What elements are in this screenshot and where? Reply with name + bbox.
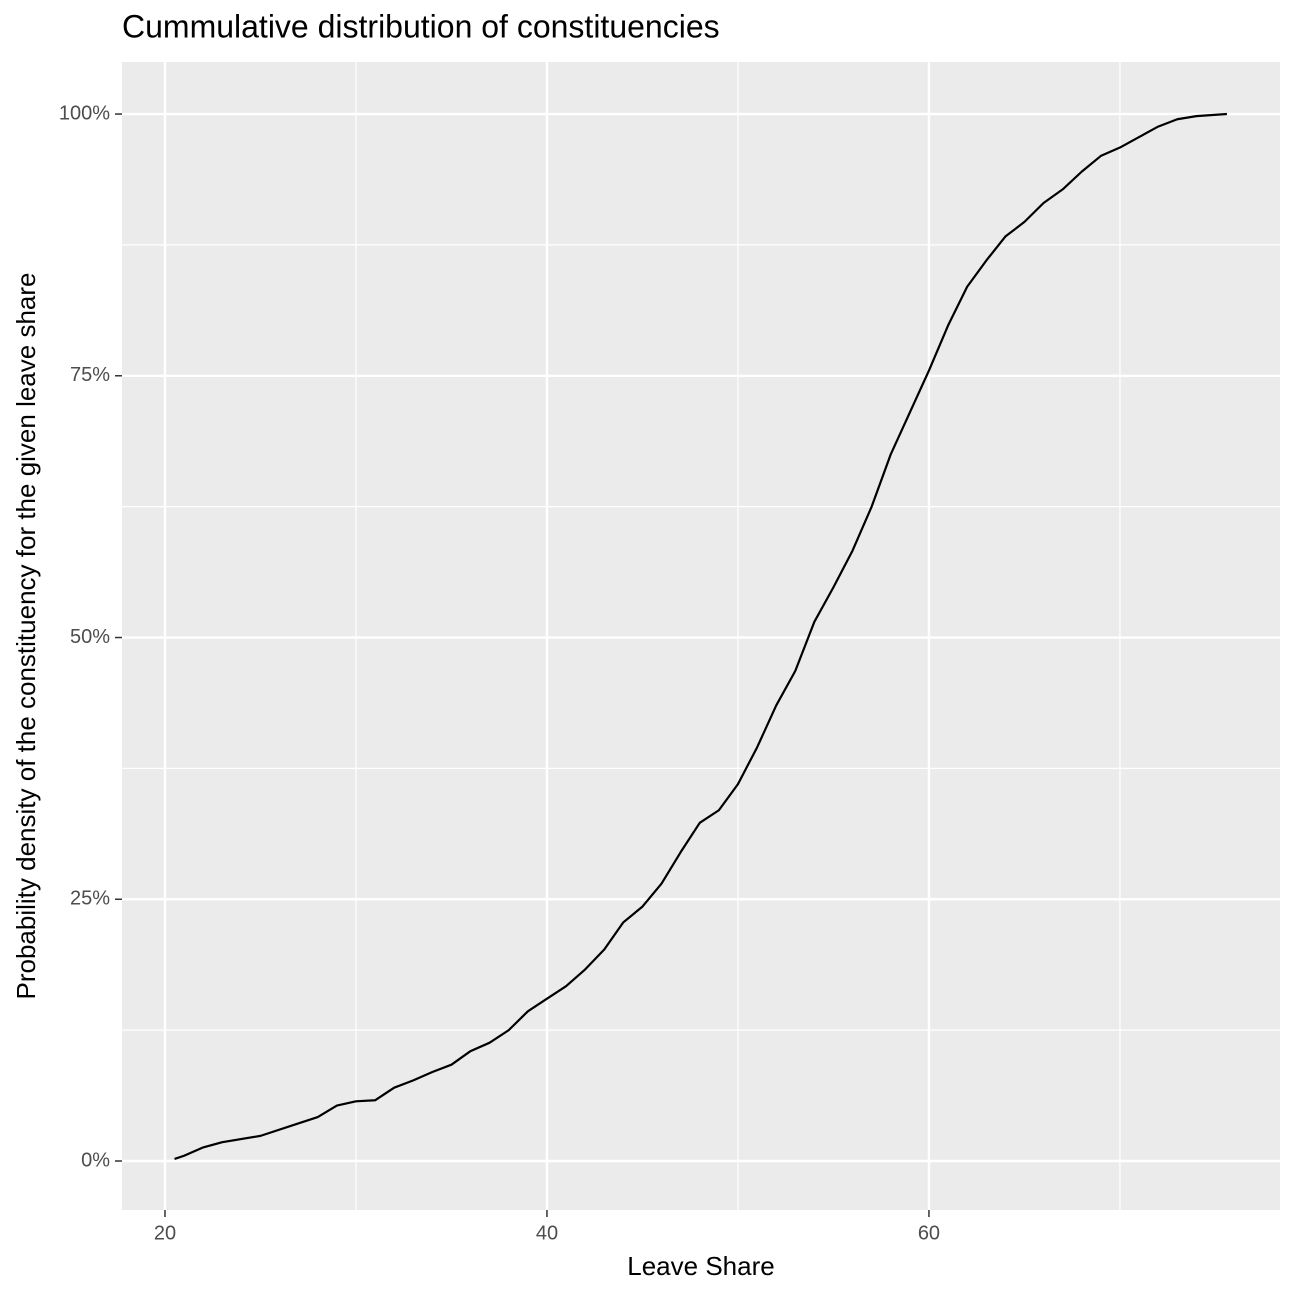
panel — [122, 62, 1280, 1210]
x-axis-title: Leave Share — [627, 1251, 774, 1281]
x-tick-label: 20 — [154, 1222, 176, 1244]
y-tick-label: 0% — [81, 1149, 110, 1171]
ecdf-line — [174, 112, 1227, 1160]
y-tick-label: 100% — [59, 102, 110, 124]
chart-title: Cummulative distribution of constituenci… — [122, 8, 720, 44]
y-axis-title: Probability density of the constituency … — [11, 273, 41, 1000]
x-tick-label: 60 — [918, 1222, 940, 1244]
y-tick-label: 75% — [70, 364, 110, 386]
y-tick-label: 50% — [70, 626, 110, 648]
x-tick-label: 40 — [536, 1222, 558, 1244]
y-tick-label: 25% — [70, 888, 110, 910]
